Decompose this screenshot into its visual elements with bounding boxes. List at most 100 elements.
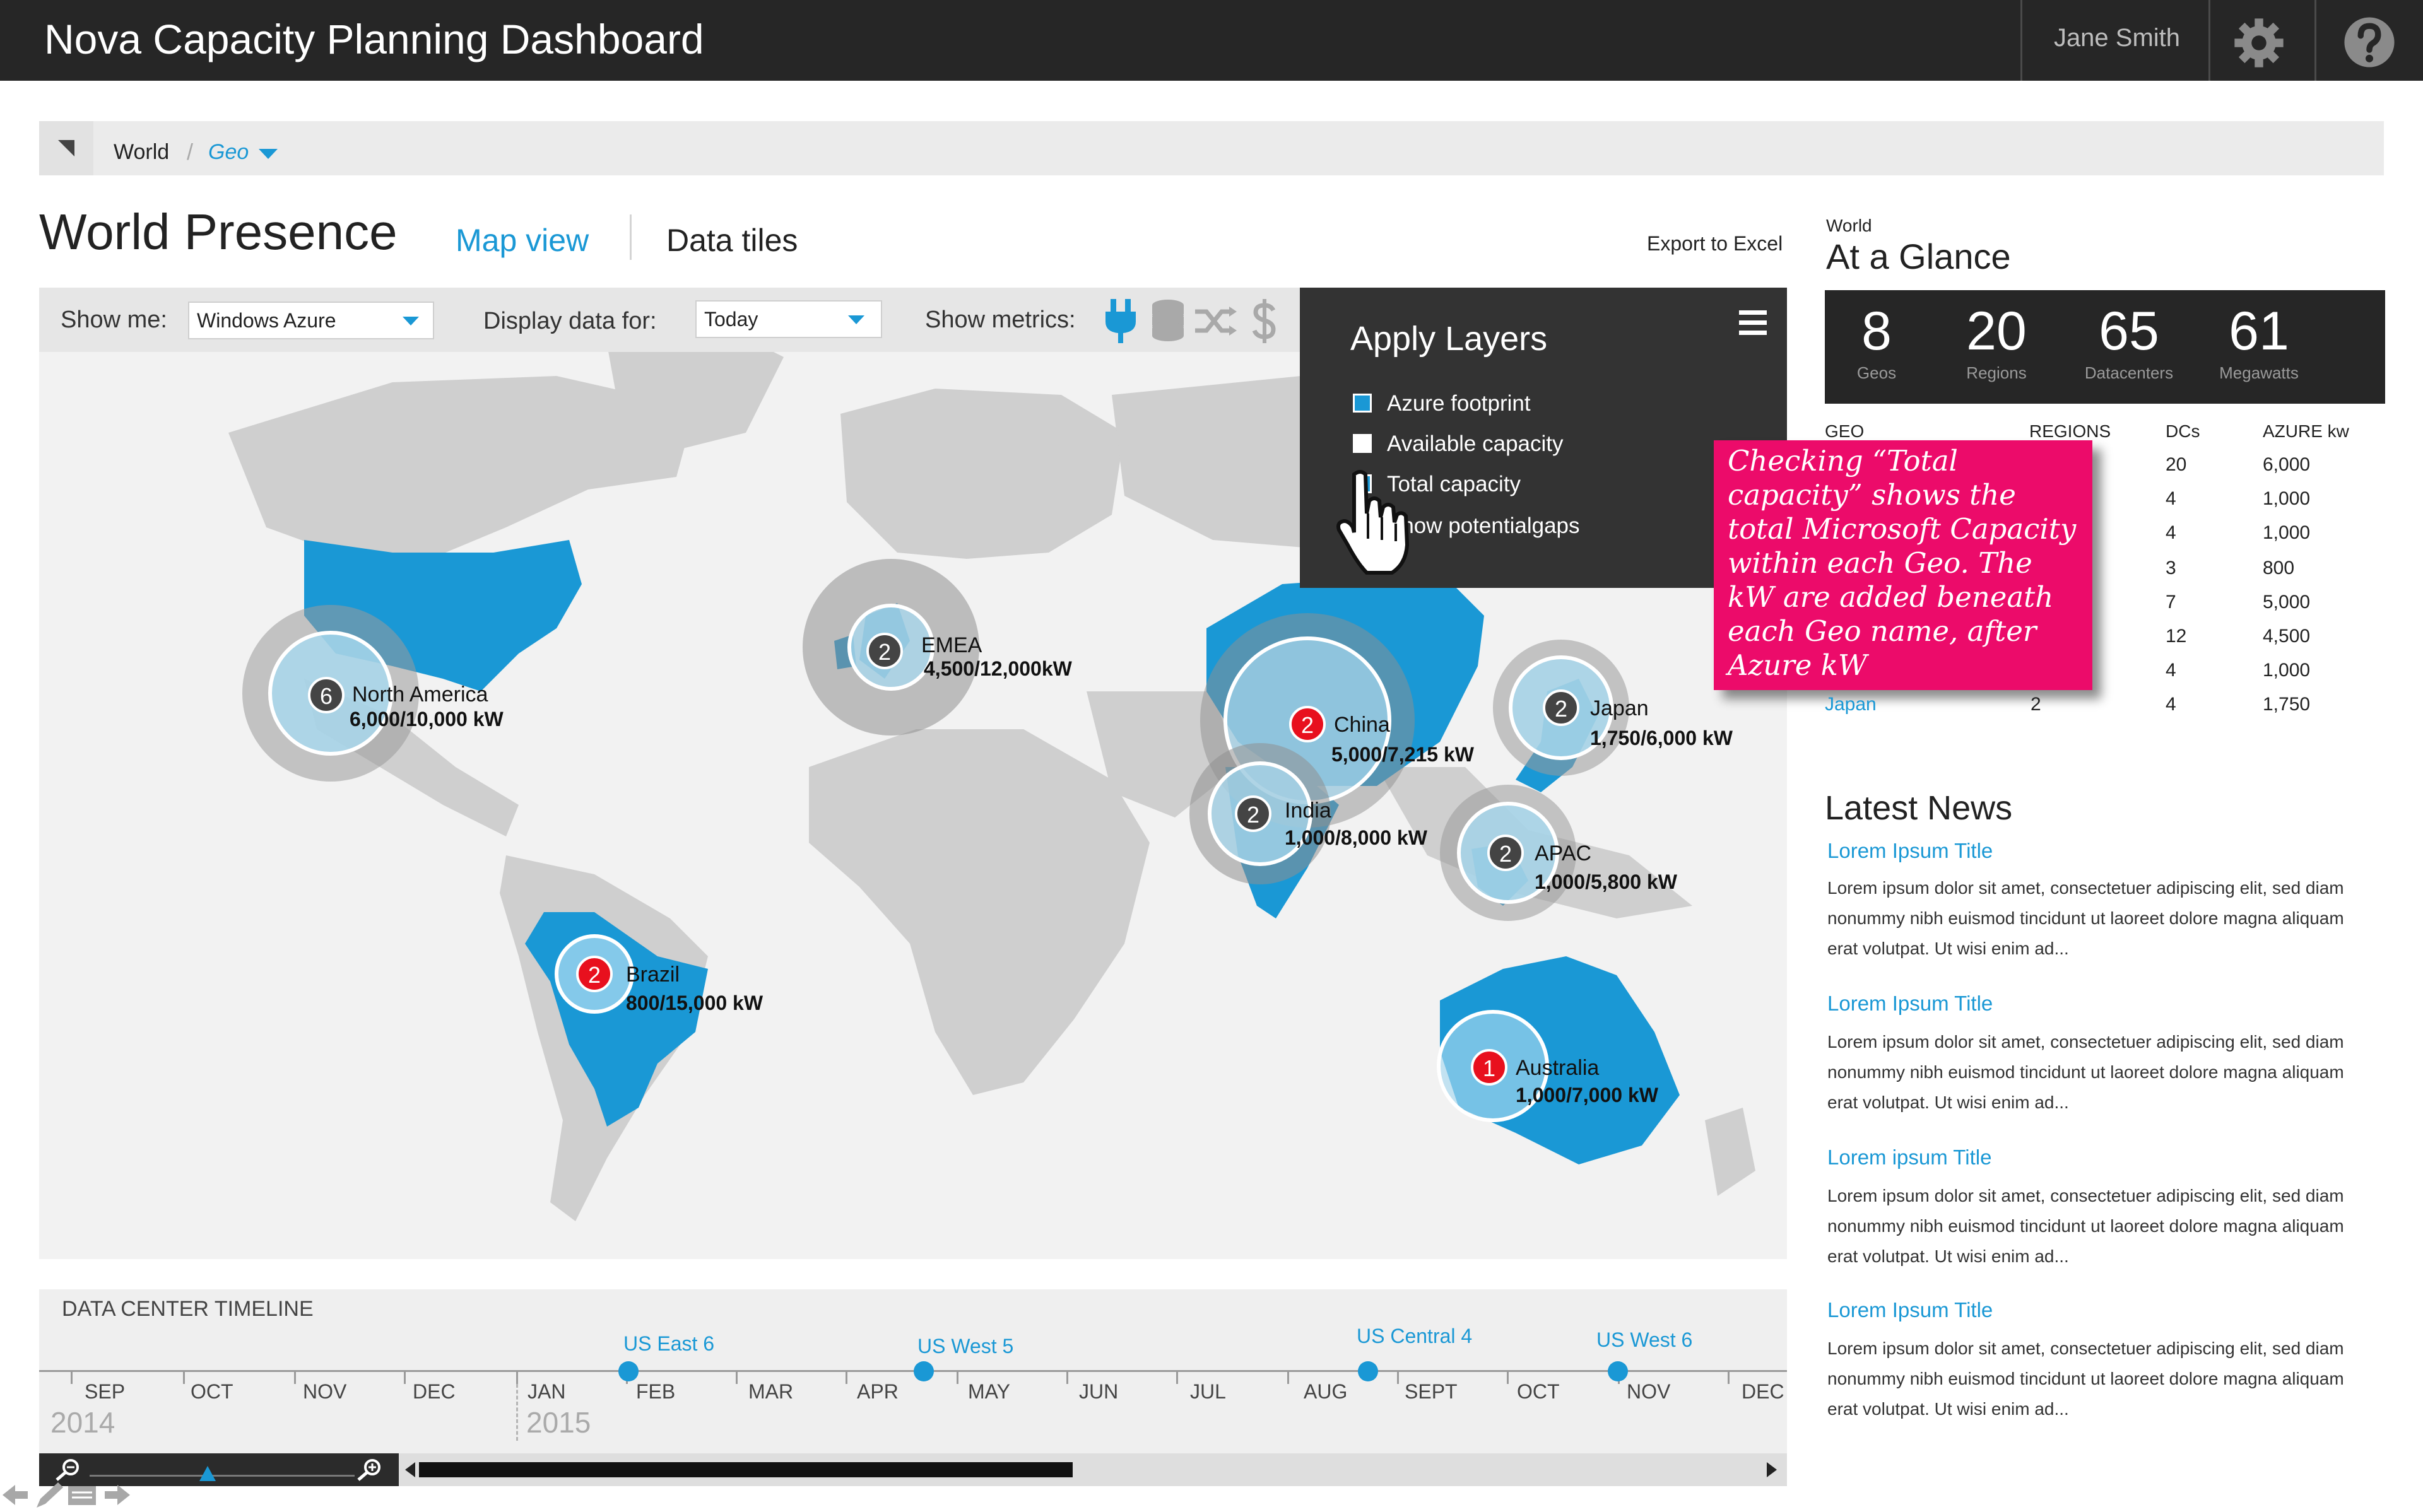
geo-name[interactable]: Japan <box>1590 696 1649 720</box>
shuffle-icon[interactable] <box>1195 305 1237 337</box>
table-cell: 1,000 <box>2263 660 2311 681</box>
geo-capacity: 5,000/7,215 kW <box>1331 743 1474 766</box>
layer-label: Show potentialgaps <box>1387 513 1580 538</box>
news-item-title[interactable]: Lorem ipsum Title <box>1827 1146 1992 1169</box>
geo-capacity: 1,000/5,800 kW <box>1535 870 1677 893</box>
geo-name[interactable]: APAC <box>1535 841 1592 865</box>
display-data-select[interactable]: Today <box>695 300 882 338</box>
geo-count[interactable]: 2 <box>587 962 601 988</box>
zoom-slider[interactable] <box>39 1453 399 1486</box>
timeline-event-marker[interactable] <box>618 1361 639 1381</box>
timeline-tick <box>1397 1370 1399 1384</box>
timeline-month: DEC <box>413 1380 456 1403</box>
export-to-excel-link[interactable]: Export to Excel <box>1647 232 1783 255</box>
layer-label: Azure footprint <box>1387 391 1531 416</box>
prototype-toolbar[interactable] <box>0 1480 133 1511</box>
topbar-divider <box>2020 0 2022 81</box>
stat-label: Megawatts <box>2219 363 2299 382</box>
chevron-down-icon <box>403 317 419 325</box>
tab-map-view[interactable]: Map view <box>456 223 589 258</box>
stat-value: 65 <box>2099 301 2159 361</box>
scrollbar-thumb[interactable] <box>419 1462 1073 1477</box>
help-icon[interactable] <box>2342 15 2396 69</box>
news-item-title[interactable]: Lorem Ipsum Title <box>1827 992 1993 1015</box>
table-cell: 2 <box>2031 694 2041 715</box>
timeline-event-marker[interactable] <box>914 1361 934 1381</box>
news-item-title[interactable]: Lorem Ipsum Title <box>1827 1298 1993 1322</box>
stat-value: 8 <box>1861 301 1892 361</box>
show-metrics-label: Show metrics: <box>925 307 1076 333</box>
timeline-axis <box>39 1370 1787 1372</box>
dollar-icon[interactable] <box>1252 299 1277 343</box>
geo-count[interactable]: 2 <box>1554 696 1568 722</box>
timeline-tick <box>516 1370 518 1384</box>
data-center-timeline <box>39 1289 1787 1485</box>
breadcrumb-back-button[interactable] <box>39 121 93 175</box>
table-cell: 5,000 <box>2263 592 2311 612</box>
geo-count[interactable]: 2 <box>1246 802 1260 828</box>
geo-bubble-india <box>1189 743 1331 884</box>
timeline-event-label[interactable]: US West 6 <box>1596 1328 1693 1351</box>
geo-name[interactable]: China <box>1334 713 1390 737</box>
zoom-slider-handle[interactable] <box>199 1466 216 1481</box>
chevron-down-icon[interactable] <box>259 149 278 159</box>
table-cell: 800 <box>2263 558 2295 578</box>
geo-name[interactable]: Australia <box>1516 1056 1600 1080</box>
timeline-tick <box>404 1370 406 1384</box>
land-north-america-north <box>228 376 695 559</box>
geo-count[interactable]: 2 <box>1300 712 1314 738</box>
geo-count[interactable]: 2 <box>878 639 892 665</box>
table-cell: 4 <box>2166 522 2176 543</box>
stat-value: 20 <box>1966 301 2027 361</box>
table-cell: 4,500 <box>2263 626 2311 647</box>
geo-capacity: 4,500/12,000kW <box>924 657 1072 680</box>
timeline-event-marker[interactable] <box>1358 1361 1378 1381</box>
breadcrumb-separator: / <box>187 139 194 165</box>
layer-checkbox-available-capacity[interactable] <box>1353 434 1372 453</box>
geo-count[interactable]: 6 <box>319 683 333 709</box>
show-me-select[interactable]: Windows Azure <box>188 302 434 339</box>
glance-stats <box>1825 290 2385 404</box>
glance-title: At a Glance <box>1826 237 2011 276</box>
scroll-left-icon[interactable] <box>405 1462 415 1477</box>
news-title: Latest News <box>1825 789 2013 827</box>
geo-name[interactable]: India <box>1285 799 1331 823</box>
table-cell: 1,000 <box>2263 522 2311 543</box>
geo-name[interactable]: EMEA <box>921 633 982 657</box>
geo-name[interactable]: Brazil <box>626 963 680 987</box>
timeline-event-label[interactable]: US East 6 <box>623 1332 715 1355</box>
user-menu[interactable]: Jane Smith <box>2053 24 2181 52</box>
plug-icon[interactable] <box>1103 299 1138 343</box>
geo-capacity: 1,000/7,000 kW <box>1516 1084 1658 1106</box>
timeline-tick <box>957 1370 958 1384</box>
timeline-event-marker[interactable] <box>1608 1361 1628 1381</box>
zoom-out-icon[interactable] <box>54 1458 82 1481</box>
timeline-month: JAN <box>528 1380 566 1403</box>
breadcrumb-geo[interactable]: Geo <box>208 140 249 164</box>
table-cell: 4 <box>2166 694 2176 715</box>
geo-count[interactable]: 1 <box>1482 1055 1496 1081</box>
geo-capacity: 1,000/8,000 kW <box>1285 826 1427 849</box>
timeline-event-label[interactable]: US Central 4 <box>1357 1325 1473 1347</box>
tab-data-tiles[interactable]: Data tiles <box>666 223 798 258</box>
table-geo-link[interactable]: Japan <box>1825 694 1877 715</box>
table-header: GEO <box>1825 421 1865 441</box>
breadcrumb-world[interactable]: World <box>114 140 170 164</box>
geo-bubble-north-america <box>242 605 419 782</box>
timeline-event-label[interactable]: US West 5 <box>917 1335 1014 1357</box>
table-cell: 1,000 <box>2263 488 2311 509</box>
table-cell: 20 <box>2166 454 2187 475</box>
scroll-right-icon[interactable] <box>1767 1462 1777 1477</box>
geo-count[interactable]: 2 <box>1499 841 1512 867</box>
annotation-note <box>1714 440 2092 690</box>
database-icon[interactable] <box>1151 299 1185 342</box>
glance-scope: World <box>1826 216 1872 235</box>
zoom-in-icon[interactable] <box>356 1458 384 1481</box>
show-me-label: Show me: <box>61 307 167 333</box>
geo-name[interactable]: North America <box>352 683 488 706</box>
gear-icon[interactable] <box>2232 16 2285 69</box>
news-item-title[interactable]: Lorem Ipsum Title <box>1827 839 1993 862</box>
layer-checkbox-azure-footprint[interactable] <box>1353 394 1372 413</box>
timeline-month: SEP <box>85 1380 126 1403</box>
timeline-tick <box>294 1370 296 1384</box>
